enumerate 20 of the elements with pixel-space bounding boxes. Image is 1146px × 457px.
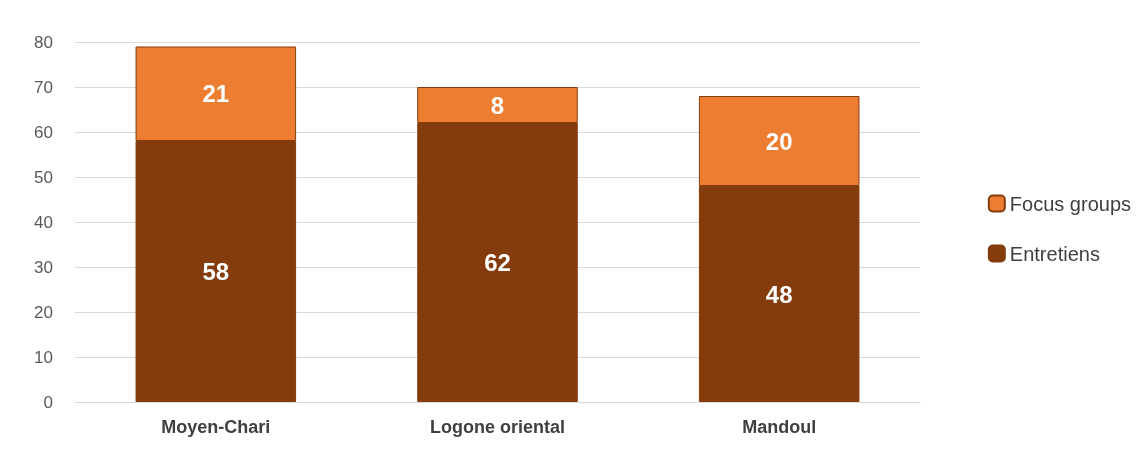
x-tick-label: Logone oriental xyxy=(430,417,565,437)
y-tick-label: 30 xyxy=(34,257,53,277)
x-tick-label: Mandoul xyxy=(742,417,817,437)
legend-label: Focus groups xyxy=(1009,192,1131,215)
y-tick-label: 50 xyxy=(34,167,53,187)
y-tick-label: 60 xyxy=(34,122,53,142)
x-tick-label: Moyen-Chari xyxy=(161,417,271,437)
y-tick-label: 10 xyxy=(34,347,53,367)
y-tick-label: 80 xyxy=(34,32,53,52)
y-tick-label: 70 xyxy=(34,77,53,97)
y-tick-label: 20 xyxy=(34,302,53,322)
data-label: 21 xyxy=(202,80,230,108)
legend-label: Entretiens xyxy=(1009,242,1100,265)
y-tick-label: 0 xyxy=(43,392,53,412)
data-label: 8 xyxy=(490,91,505,119)
data-label: 20 xyxy=(765,127,793,155)
data-label: 58 xyxy=(202,258,230,285)
data-label: 62 xyxy=(484,249,511,276)
data-label: 48 xyxy=(765,280,793,308)
y-tick-label: 40 xyxy=(34,212,53,232)
